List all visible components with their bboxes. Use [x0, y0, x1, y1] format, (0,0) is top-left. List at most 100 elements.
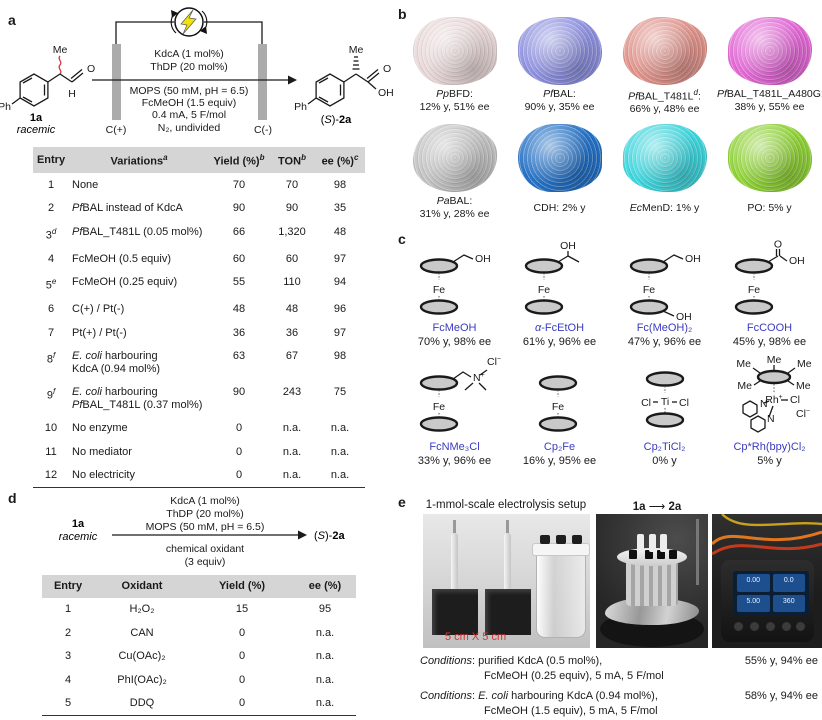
- table-row: 9f E. coli harbouring PfBAL_T481L (0.37 mo…: [33, 381, 365, 417]
- protein-structure-image: [517, 124, 602, 192]
- svg-text:Me: Me: [736, 358, 751, 370]
- conditions-line1: Conditions: purified KdcA (0.5 mol%),: [420, 655, 603, 667]
- cell-yield: 0: [235, 422, 243, 435]
- mediator-name: Cp*Rh(bpy)Cl₂: [733, 441, 806, 453]
- svg-text:Me: Me: [737, 380, 752, 392]
- conditions-text: Conditions: E. coli harbouring KdcA (0.9…: [420, 689, 658, 718]
- reactor-electrode: [637, 534, 644, 552]
- cathode-electrode: [258, 44, 267, 120]
- ferrocene-structure: [538, 375, 577, 432]
- enzyme-screen-grid: PpBFD: 12% y, 51% ee PfBAL: 90% y, 35% ee …: [402, 13, 822, 222]
- cell-yield: 90: [232, 386, 246, 399]
- carbon-electrode-plate: [432, 589, 478, 635]
- condition-line: 0.4 mA, 5 F/mol: [152, 109, 226, 121]
- condition-line: MOPS (50 mM, pH = 6.5): [146, 521, 265, 533]
- cell-port-cap: [572, 535, 582, 544]
- oxygen-label: O: [87, 63, 95, 75]
- protein-card: PaBAL: 31% y, 28% ee: [402, 120, 507, 222]
- cell-entry: 10: [44, 422, 58, 435]
- cell-variation: Pt(+) / Pt(-): [72, 326, 127, 339]
- cell-oxidant: CAN: [130, 626, 154, 639]
- conditions-line2: FcMeOH (1.5 equiv), 5 mA, 5 F/mol: [484, 704, 658, 717]
- mediator-card: OH FcMeOH 70% y, 98% ee: [402, 240, 507, 349]
- cell-ee: 96: [333, 303, 347, 316]
- racemic-stereo-bond: [58, 55, 62, 75]
- cell-yield: 15: [235, 603, 249, 615]
- anode-electrode: [112, 44, 121, 120]
- table-row: 3d PfBAL_T481L (0.05 mol%) 66 1,320 48: [33, 220, 365, 247]
- cell-ee: 94: [333, 276, 347, 289]
- electrode-rod: [504, 533, 511, 591]
- cell-ee: 75: [333, 386, 347, 399]
- header-variations: Variationsa: [69, 147, 209, 174]
- hydrogen-label: H: [68, 88, 76, 100]
- reactor-cap: [629, 550, 637, 559]
- cell-oxidant: PhI(OAc)₂: [117, 673, 167, 686]
- cell-ton: n.a.: [282, 422, 302, 435]
- product-structure: Ph Me O OH (S)-2a: [294, 44, 394, 126]
- substrate-note: racemic: [59, 531, 98, 543]
- cell-ee: 97: [333, 252, 347, 265]
- cell-yield: 0: [238, 626, 246, 639]
- mediator-result: 47% y, 96% ee: [627, 335, 702, 348]
- cell-ton: 90: [285, 202, 299, 215]
- cell-entry: 1: [47, 178, 55, 191]
- cell-yield: 48: [232, 303, 246, 316]
- device-button: [734, 622, 743, 631]
- fcmeoh-structure: OH: [419, 253, 491, 315]
- cell-entry: 7: [47, 326, 55, 339]
- cell-ee: n.a.: [330, 422, 350, 435]
- header-ee: ee (%): [294, 575, 356, 598]
- protein-card: PfBAL_T481L_A480G: 38% y, 55% ee: [717, 13, 822, 115]
- mediator-card: Cl Ti Cl Cp₂TiCl₂ 0% y: [612, 353, 717, 468]
- chemical-oxidant-scheme: 1a racemic KdcA (1 mol%) ThDP (20 mol%) …: [59, 495, 346, 568]
- header-yield: Yield (%): [190, 575, 294, 598]
- protein-name: PpBFD:: [436, 88, 473, 100]
- substrate-note: racemic: [17, 124, 56, 136]
- conditions-result: 55% y, 94% ee: [744, 655, 818, 667]
- mediator-card: OH OH Fc(MeOH)₂ 47% y, 96% ee: [612, 240, 717, 349]
- cell-yield: 55: [232, 276, 246, 289]
- table-header: Entry Variationsa Yield (%)b TONb ee (%)…: [33, 147, 365, 174]
- reactor-cap: [669, 550, 677, 559]
- table-row: 5e FcMeOH (0.25 equiv) 55 110 94: [33, 271, 365, 298]
- svg-text:OH: OH: [789, 255, 805, 267]
- cell-ee: n.a.: [315, 650, 335, 662]
- mediator-card: Cp₂Fe 16% y, 95% ee: [507, 353, 612, 468]
- svg-text:Me: Me: [797, 358, 812, 370]
- cell-port-cap: [540, 535, 550, 544]
- table-row: 11 No mediator 0 n.a. n.a.: [33, 440, 365, 464]
- svg-text:OH: OH: [475, 253, 491, 265]
- table-row: 10 No enzyme 0 n.a. n.a.: [33, 417, 365, 441]
- carbon-electrode-plate: [485, 589, 531, 635]
- mediator-result: 16% y, 95% ee: [522, 454, 597, 467]
- protein-name: EcMenD: 1% y: [629, 201, 700, 214]
- circuit-wire-right: [204, 21, 263, 44]
- chloride-label: Cl−: [487, 356, 501, 368]
- header-ton: TONb: [269, 147, 315, 174]
- header-entry: Entry: [33, 147, 69, 174]
- cell-entry: 6: [47, 303, 55, 316]
- cell-oxidant: DDQ: [129, 697, 155, 709]
- circuit-wire-left: [115, 21, 174, 44]
- cell-variation: PfBAL instead of KdcA: [72, 202, 183, 215]
- table-row: 4 PhI(OAc)₂ 0 n.a.: [42, 668, 356, 692]
- glass-cell: [532, 535, 590, 638]
- reactor-body: [626, 560, 678, 606]
- conditions-block: Conditions: E. coli harbouring KdcA (0.9…: [420, 689, 818, 718]
- mediator-name: Cp₂TiCl₂: [643, 441, 686, 453]
- mediator-result: 45% y, 98% ee: [732, 335, 807, 348]
- cell-ton: n.a.: [282, 445, 302, 458]
- protein-name: CDH: 2% y: [533, 201, 586, 214]
- protein-structure-image: [727, 17, 812, 85]
- reactor-cap: [645, 550, 653, 559]
- protein-result: 12% y, 51% ee: [419, 101, 490, 113]
- cell-entry: 4: [64, 673, 72, 686]
- svg-text:OH: OH: [676, 311, 692, 322]
- panel-label-a: a: [8, 12, 16, 28]
- device-screen: 0.00 0.0 5.00 360: [733, 571, 809, 615]
- cell-yield: 63: [232, 350, 246, 363]
- table-row: 5 DDQ 0 n.a.: [42, 692, 356, 716]
- protein-result: 66% y, 48% ee: [629, 103, 700, 116]
